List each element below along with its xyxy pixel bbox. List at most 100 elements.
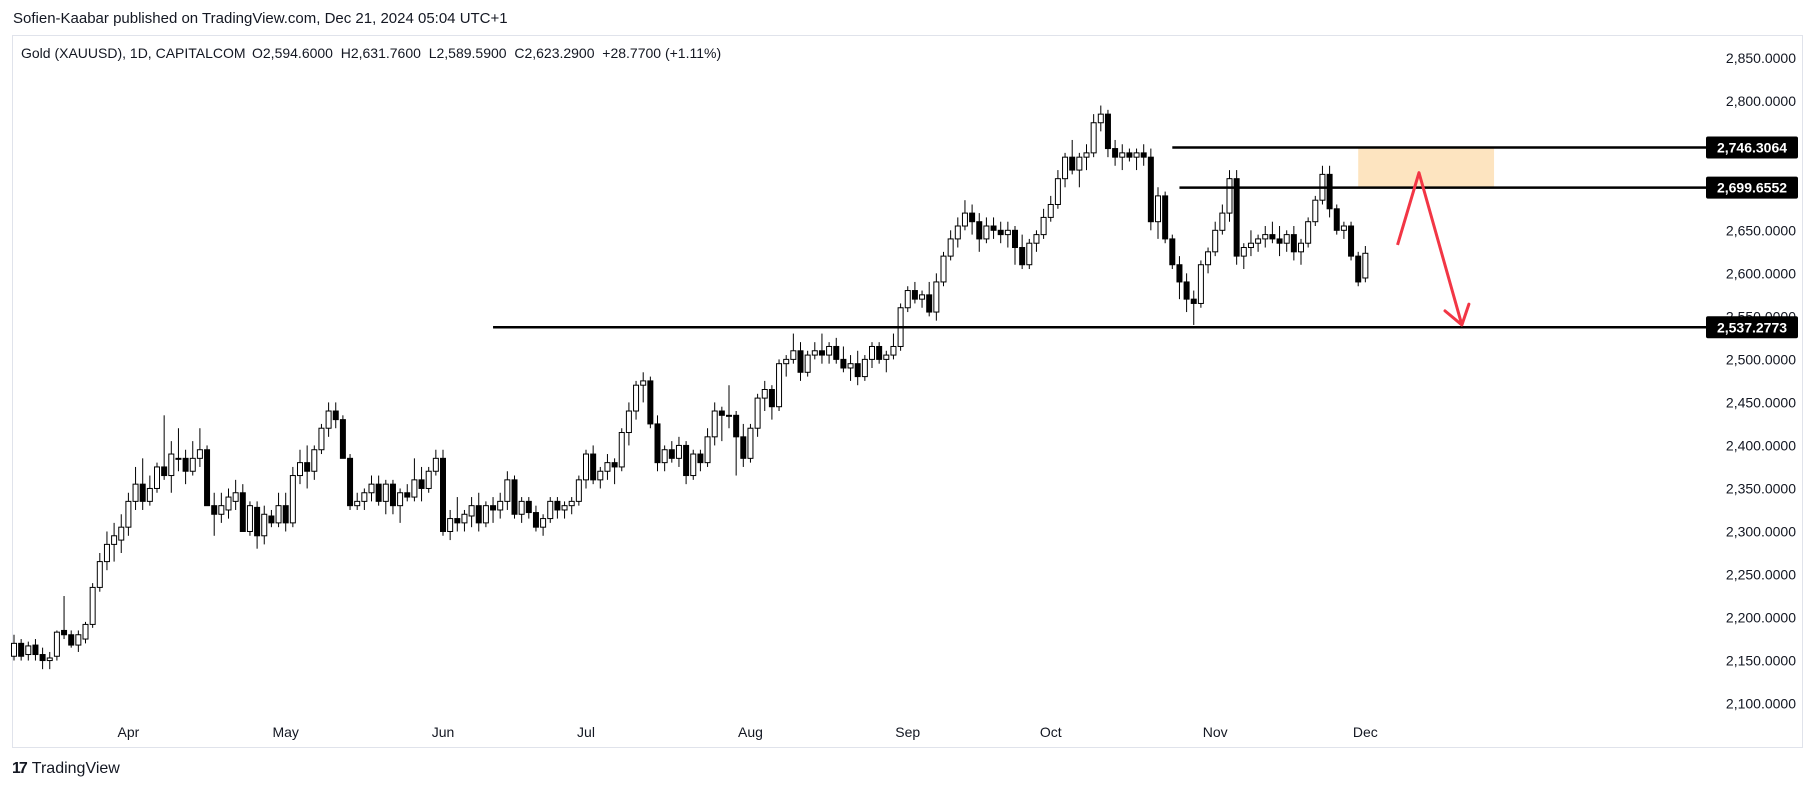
candle	[661, 445, 668, 472]
candle-body	[440, 457, 446, 532]
candle	[733, 411, 740, 476]
candle-body	[1355, 255, 1362, 283]
candle-body	[1262, 234, 1269, 240]
candle	[633, 380, 640, 420]
candle	[1090, 114, 1097, 158]
x-tick-label: Aug	[738, 724, 763, 740]
candle	[1162, 191, 1169, 244]
candle	[175, 428, 182, 472]
candle-body	[218, 505, 225, 515]
candle	[161, 415, 168, 480]
y-tick-label: 2,450.0000	[1726, 394, 1796, 410]
candle-body	[647, 380, 654, 425]
x-tick-label: Nov	[1203, 724, 1228, 740]
candle-body	[246, 505, 253, 532]
candle-body	[254, 506, 261, 537]
candle	[840, 346, 847, 373]
candle	[869, 342, 875, 368]
candle-body	[661, 449, 668, 464]
x-tick-label: Dec	[1353, 724, 1378, 740]
candle-body	[1255, 238, 1262, 244]
candle	[246, 501, 253, 536]
candle-body	[1283, 234, 1290, 244]
candle	[82, 621, 89, 644]
candle	[111, 522, 118, 562]
candle-body	[969, 212, 976, 223]
candle	[440, 449, 446, 536]
candle-body	[211, 505, 218, 515]
candle	[804, 350, 811, 377]
candle-body	[11, 642, 17, 657]
candle-body	[976, 221, 983, 240]
candle	[53, 630, 60, 661]
candle	[1355, 251, 1362, 287]
candle	[1219, 204, 1226, 235]
candle-body	[175, 457, 182, 460]
candle-body	[25, 645, 32, 656]
x-tick-label: Jul	[577, 724, 595, 740]
candle	[1076, 152, 1083, 188]
candle-body	[1305, 221, 1312, 244]
candle	[96, 552, 103, 592]
candle-body	[82, 623, 89, 640]
candle	[297, 449, 303, 485]
candle-body	[1112, 148, 1119, 158]
tradingview-logo-icon: 17	[12, 760, 28, 777]
candle-body	[776, 363, 783, 408]
candle-body	[919, 294, 926, 300]
candle	[518, 497, 525, 523]
candle	[490, 497, 497, 523]
candle	[640, 372, 647, 403]
candle-body	[1183, 281, 1190, 300]
candle	[783, 355, 790, 377]
candle-body	[1097, 113, 1104, 124]
candle	[797, 342, 804, 381]
candle	[1126, 148, 1133, 162]
footer: 17 TradingView	[12, 760, 120, 778]
candle-body	[375, 483, 382, 502]
candle-body	[139, 483, 146, 502]
candle-body	[475, 505, 482, 524]
candle-body	[1033, 234, 1040, 244]
arrow-path	[1396, 171, 1464, 326]
candle	[583, 449, 589, 489]
price-badge	[1706, 176, 1798, 199]
candle	[554, 497, 561, 519]
x-tick-label: Sep	[895, 724, 920, 740]
candle	[382, 479, 389, 515]
candle	[1004, 221, 1011, 248]
candle	[282, 492, 289, 532]
candle-body	[768, 389, 775, 408]
candle	[361, 488, 368, 510]
candle-body	[18, 642, 25, 657]
candle-body	[61, 629, 68, 636]
candle-body	[482, 505, 489, 524]
candle	[168, 441, 175, 493]
candle-body	[447, 518, 454, 532]
candle	[568, 497, 575, 515]
candle-body	[883, 354, 890, 360]
candle	[268, 509, 275, 528]
candle	[103, 531, 110, 571]
candle	[454, 497, 461, 532]
candle-body	[132, 483, 139, 502]
arrow-head	[1443, 302, 1471, 327]
candle	[575, 475, 582, 506]
candle-body	[783, 358, 790, 365]
candle-body	[1040, 216, 1047, 236]
candle	[697, 449, 704, 472]
candle	[289, 466, 296, 528]
candle	[461, 509, 468, 532]
candle	[1362, 246, 1369, 283]
candle	[146, 475, 153, 506]
publisher-caption: Sofien-Kaabar published on TradingView.c…	[13, 10, 508, 27]
candle-body	[1133, 152, 1140, 158]
candle	[1047, 195, 1054, 222]
candle-body	[1047, 203, 1054, 218]
candle	[1119, 144, 1126, 171]
candle-body	[318, 427, 325, 451]
candle	[890, 333, 897, 360]
candle-body	[683, 444, 690, 477]
candle	[404, 484, 411, 502]
